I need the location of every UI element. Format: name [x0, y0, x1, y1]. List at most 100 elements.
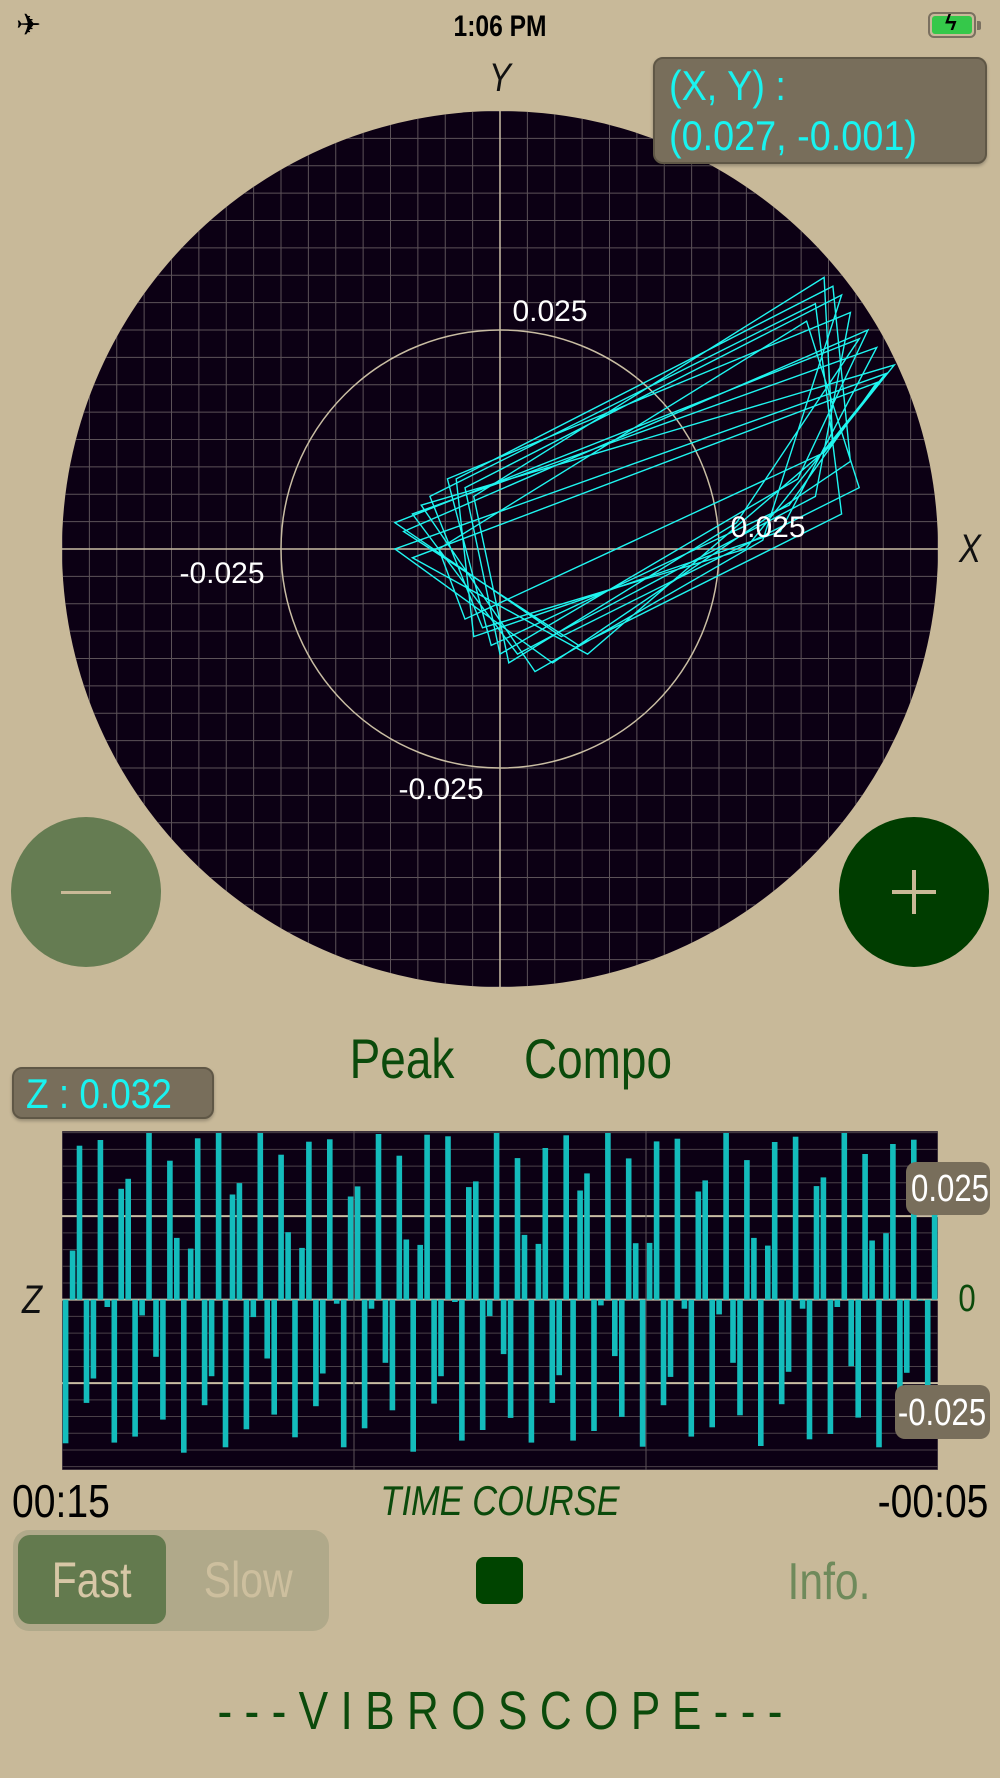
z-bar [257, 1133, 264, 1300]
z-bar [876, 1299, 882, 1448]
xy-scope[interactable]: 0.025 0.025 -0.025 -0.025 [62, 111, 938, 987]
reference-ring [280, 329, 720, 769]
z-bar [646, 1242, 653, 1300]
z-bar [396, 1155, 403, 1300]
z-bar [751, 1237, 757, 1300]
plus-icon [892, 870, 936, 914]
z-bar [528, 1299, 535, 1443]
z-bar [563, 1135, 569, 1300]
z-bar [500, 1299, 507, 1355]
info-button[interactable]: Info. [787, 1553, 871, 1611]
z-bar [167, 1160, 173, 1300]
peak-mode-button[interactable]: Peak [349, 1027, 455, 1090]
speed-fast-label: Fast [52, 1551, 132, 1608]
z-bar [83, 1299, 90, 1403]
z-bar [97, 1140, 104, 1300]
z-bar [632, 1243, 639, 1300]
z-bar [924, 1299, 931, 1439]
z-bar [111, 1299, 118, 1443]
xy-readout-value: (0.027, -0.001) [669, 112, 917, 159]
z-bar [313, 1299, 319, 1407]
z-bar [542, 1148, 549, 1300]
ytick-lower-box [895, 1385, 990, 1439]
z-bar [299, 1247, 305, 1300]
z-bar [778, 1299, 785, 1405]
z-bar [389, 1299, 396, 1411]
z-bar [535, 1243, 542, 1300]
z-bar [848, 1299, 854, 1367]
ytick-upper-box [906, 1162, 990, 1215]
z-bar [424, 1134, 430, 1300]
z-bar [181, 1299, 187, 1453]
z-bar [570, 1299, 576, 1441]
z-bar [890, 1144, 896, 1300]
z-bar [382, 1299, 389, 1363]
z-readout: Z : 0.032 [12, 1067, 214, 1119]
z-bar [466, 1187, 472, 1300]
stop-button[interactable] [476, 1557, 523, 1604]
airplane-icon: ✈ [16, 9, 42, 42]
z-bar [737, 1299, 743, 1416]
z-bar [368, 1299, 375, 1309]
minus-icon [61, 890, 111, 894]
z-bar [153, 1299, 159, 1357]
z-bar [438, 1299, 444, 1377]
z-bar [125, 1178, 131, 1300]
ytick-lower: -0.025 [897, 1392, 987, 1434]
z-bar [514, 1158, 521, 1300]
z-bar [264, 1299, 270, 1359]
z-bar [813, 1186, 820, 1300]
xy-readout: (X, Y) : (0.027, -0.001) [653, 57, 987, 164]
lissajous-trace [393, 276, 897, 673]
zoom-in-button[interactable] [839, 817, 989, 967]
z-bar [452, 1299, 458, 1302]
compo-mode-button[interactable]: Compo [523, 1027, 673, 1090]
z-bar [194, 1138, 201, 1300]
z-bar [327, 1139, 333, 1300]
z-bar [146, 1133, 152, 1300]
z-bar [591, 1299, 597, 1431]
z-axis-label: Z [21, 1278, 43, 1322]
z-bar [584, 1173, 590, 1300]
z-bar [417, 1244, 423, 1300]
z-bar [681, 1299, 688, 1309]
z-bar [577, 1190, 583, 1300]
z-bar [493, 1133, 500, 1300]
z-bar [76, 1145, 83, 1300]
speed-slow-button[interactable]: Slow [173, 1535, 323, 1624]
time-start-label: 00:15 [12, 1475, 110, 1527]
z-bar [855, 1299, 861, 1418]
z-bar [62, 1299, 69, 1444]
speed-fast-button[interactable]: Fast [18, 1535, 166, 1624]
z-bar [473, 1181, 479, 1300]
z-bar [841, 1133, 848, 1300]
z-bar [292, 1299, 298, 1438]
xy-readout-label: (X, Y) : [669, 62, 786, 109]
z-bar [403, 1239, 410, 1300]
battery-charging-icon: ϟ [928, 10, 981, 38]
z-bar [90, 1299, 97, 1379]
z-bar [507, 1299, 514, 1418]
z-bar [340, 1299, 347, 1448]
z-bar [897, 1299, 903, 1404]
z-bar [619, 1299, 625, 1417]
z-bar [347, 1196, 354, 1300]
z-bar [236, 1183, 243, 1300]
zoom-out-button[interactable] [11, 817, 161, 967]
z-bar [132, 1299, 138, 1437]
z-bar [834, 1299, 841, 1307]
z-bar [285, 1232, 291, 1300]
z-bar [883, 1233, 889, 1300]
z-bar [702, 1180, 708, 1300]
z-bar [271, 1299, 277, 1415]
x-axis-label: X [959, 527, 981, 571]
z-bar [459, 1299, 465, 1441]
z-bar [229, 1194, 236, 1300]
z-bar [931, 1192, 938, 1300]
z-bar [771, 1142, 778, 1300]
z-bar [639, 1299, 646, 1447]
time-course-chart [62, 1131, 938, 1470]
z-bar [187, 1248, 194, 1300]
z-bar [549, 1299, 556, 1403]
z-bar [598, 1299, 604, 1306]
